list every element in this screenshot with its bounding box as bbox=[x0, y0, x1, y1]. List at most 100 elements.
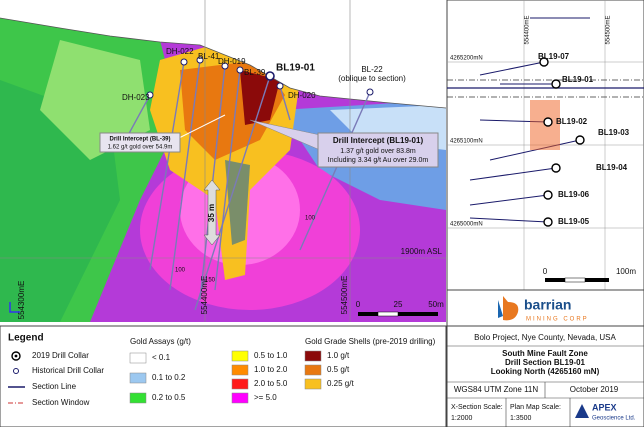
legend-label: 2.0 to 5.0 bbox=[254, 379, 288, 388]
grade-shell bbox=[240, 70, 280, 125]
legend-label: 2019 Drill Collar bbox=[32, 351, 89, 360]
elevation-label: 1900m ASL bbox=[401, 247, 443, 256]
logo-mark bbox=[498, 300, 503, 318]
depth-label: 100 bbox=[175, 268, 186, 274]
collar bbox=[276, 82, 284, 90]
scale-bar bbox=[564, 277, 586, 283]
northing-label: 4265200mN bbox=[450, 56, 483, 62]
plan-map: 554400mE 554500mE 4265200mN 4265100mN 42… bbox=[446, 0, 644, 291]
title: Drill Section BL19-01 bbox=[505, 358, 586, 367]
collar-label: BL-41 bbox=[198, 52, 220, 61]
collar bbox=[221, 62, 229, 70]
drill-trace bbox=[479, 61, 545, 76]
depth-label: 100 bbox=[305, 216, 316, 222]
company-mark bbox=[575, 404, 589, 418]
legend: Legend 2019 Drill Collar Historical Dril… bbox=[0, 325, 447, 427]
legend-label: Section Line bbox=[32, 382, 77, 391]
datum: WGS84 UTM Zone 11N bbox=[454, 385, 539, 394]
collar bbox=[543, 217, 553, 227]
scale-label: 25 bbox=[394, 300, 403, 309]
legend-swatch bbox=[304, 364, 322, 376]
collar bbox=[543, 117, 553, 127]
collar bbox=[236, 66, 244, 74]
width-arrow bbox=[203, 179, 221, 246]
scale-label: 100m bbox=[616, 267, 636, 276]
easting-label: 554300mE bbox=[17, 281, 26, 320]
legend-label: Section Window bbox=[32, 398, 90, 407]
legend-label: < 0.1 bbox=[152, 353, 171, 362]
title: Looking North (4265160 mN) bbox=[491, 367, 600, 376]
collar-label: DH-023 bbox=[122, 93, 150, 102]
legend-label: 1.0 g/t bbox=[327, 351, 350, 360]
legend-swatch bbox=[129, 372, 147, 384]
scale-bar bbox=[398, 312, 438, 316]
collars bbox=[146, 56, 374, 99]
collar-note: (oblique to section) bbox=[338, 74, 406, 83]
title-block: Bolo Project, Nye County, Nevada, USA So… bbox=[446, 325, 644, 427]
callout-title: Drill Intercept (BL-39) bbox=[109, 137, 170, 143]
legend-label: 0.5 to 1.0 bbox=[254, 351, 288, 360]
drill-trace bbox=[469, 167, 557, 181]
scale-label: 0 bbox=[356, 300, 361, 309]
hole-label: BL19-03 bbox=[598, 128, 630, 137]
legend-symbol bbox=[13, 368, 19, 374]
legend-swatch bbox=[231, 350, 249, 362]
northing-label: 4265000mN bbox=[450, 222, 483, 228]
drill-trace bbox=[149, 61, 185, 271]
legend-swatch bbox=[231, 364, 249, 376]
title: South Mine Fault Zone bbox=[502, 349, 588, 358]
legend-swatch bbox=[129, 352, 147, 364]
callout-text: 1.37 g/t gold over 83.8m bbox=[340, 148, 416, 155]
logo-frame bbox=[446, 289, 644, 327]
logo-mark bbox=[503, 296, 519, 321]
legend-heading: Gold Grade Shells (pre-2019 drilling) bbox=[305, 337, 436, 346]
easting-label: 554400mE bbox=[200, 276, 209, 315]
width-label: 35 m bbox=[207, 204, 216, 222]
collar bbox=[366, 88, 374, 96]
legend-label: 0.5 g/t bbox=[327, 365, 350, 374]
collar bbox=[196, 56, 204, 64]
collar bbox=[575, 135, 585, 145]
legend-label: Historical Drill Collar bbox=[32, 366, 104, 375]
collar-label: DH-019 bbox=[218, 57, 246, 66]
scale-bar bbox=[377, 311, 399, 317]
scale-value: 1:2000 bbox=[451, 415, 473, 422]
date: October 2019 bbox=[570, 385, 619, 394]
drill-trace bbox=[169, 59, 201, 291]
zone bbox=[40, 40, 150, 160]
scale-caption: X-Section Scale: bbox=[451, 404, 503, 411]
collar-label: BL-39 bbox=[244, 68, 266, 77]
hole-label: BL19-05 bbox=[558, 217, 590, 226]
hole-label: BL19-07 bbox=[538, 52, 570, 61]
drill-trace bbox=[299, 91, 371, 251]
drill-trace bbox=[279, 85, 291, 121]
collar bbox=[146, 91, 154, 99]
depth-label: 150 bbox=[205, 278, 216, 284]
drill-trace bbox=[214, 69, 241, 291]
scale-bar bbox=[358, 312, 378, 316]
collar bbox=[543, 190, 553, 200]
callout-text: 1.62 g/t gold over 54.9m bbox=[108, 145, 173, 151]
callout bbox=[317, 132, 439, 168]
cross-section: DH-022 BL-41 DH-019 BL-39 BL19-01 DH-023… bbox=[0, 0, 447, 322]
grade-shell bbox=[225, 160, 250, 245]
collar bbox=[265, 71, 275, 81]
company-sub: Geoscience Ltd. bbox=[592, 416, 636, 422]
company-name: APEX bbox=[592, 402, 617, 412]
collar bbox=[551, 79, 561, 89]
easting-label: 554500mE bbox=[606, 15, 612, 44]
logo-block: barrian MINING CORP bbox=[446, 289, 644, 327]
legend-label: 0.2 to 0.5 bbox=[152, 393, 186, 402]
legend-swatch bbox=[304, 378, 322, 390]
drill-trace bbox=[469, 217, 549, 223]
legend-swatch bbox=[231, 392, 249, 404]
legend-label: >= 5.0 bbox=[254, 393, 277, 402]
title-frame bbox=[446, 325, 644, 427]
legend-label: 0.25 g/t bbox=[327, 379, 354, 388]
legend-frame bbox=[0, 325, 447, 427]
drill-trace bbox=[194, 75, 271, 311]
hole-label: BL19-01 bbox=[562, 75, 594, 84]
scale-label: 0 bbox=[543, 267, 548, 276]
collar-label: BL19-01 bbox=[276, 63, 315, 74]
